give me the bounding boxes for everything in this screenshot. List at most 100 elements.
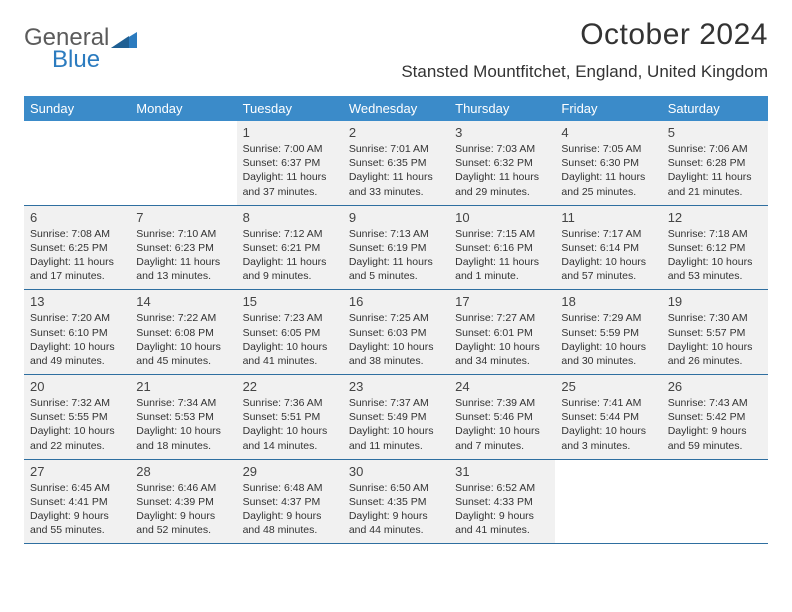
sunrise-text: Sunrise: 7:06 AM — [668, 142, 764, 156]
daylight-text: and 5 minutes. — [349, 269, 445, 283]
daylight-text: and 3 minutes. — [561, 439, 657, 453]
sunrise-text: Sunrise: 7:36 AM — [243, 396, 339, 410]
daylight-text: and 7 minutes. — [455, 439, 551, 453]
daylight-text: and 52 minutes. — [136, 523, 232, 537]
daylight-text: Daylight: 11 hours — [30, 255, 126, 269]
daylight-text: Daylight: 10 hours — [455, 340, 551, 354]
daylight-text: Daylight: 10 hours — [349, 340, 445, 354]
daylight-text: and 41 minutes. — [455, 523, 551, 537]
page-title: October 2024 — [580, 18, 768, 52]
daylight-text: and 57 minutes. — [561, 269, 657, 283]
dow-wednesday: Wednesday — [343, 96, 449, 121]
day-cell: 13Sunrise: 7:20 AMSunset: 6:10 PMDayligh… — [24, 290, 130, 374]
day-number: 16 — [349, 294, 445, 309]
day-number: 7 — [136, 210, 232, 225]
dow-sunday: Sunday — [24, 96, 130, 121]
day-cell: 19Sunrise: 7:30 AMSunset: 5:57 PMDayligh… — [662, 290, 768, 374]
daylight-text: and 45 minutes. — [136, 354, 232, 368]
dow-tuesday: Tuesday — [237, 96, 343, 121]
sunset-text: Sunset: 5:42 PM — [668, 410, 764, 424]
day-number: 23 — [349, 379, 445, 394]
daylight-text: and 38 minutes. — [349, 354, 445, 368]
week-row: 6Sunrise: 7:08 AMSunset: 6:25 PMDaylight… — [24, 206, 768, 291]
day-cell: 4Sunrise: 7:05 AMSunset: 6:30 PMDaylight… — [555, 121, 661, 205]
daylight-text: Daylight: 11 hours — [349, 170, 445, 184]
daylight-text: and 13 minutes. — [136, 269, 232, 283]
day-number: 2 — [349, 125, 445, 140]
daylight-text: and 9 minutes. — [243, 269, 339, 283]
daylight-text: Daylight: 10 hours — [136, 340, 232, 354]
week-row: 1Sunrise: 7:00 AMSunset: 6:37 PMDaylight… — [24, 121, 768, 206]
daylight-text: and 41 minutes. — [243, 354, 339, 368]
week-row: 13Sunrise: 7:20 AMSunset: 6:10 PMDayligh… — [24, 290, 768, 375]
sunset-text: Sunset: 6:32 PM — [455, 156, 551, 170]
daylight-text: Daylight: 9 hours — [668, 424, 764, 438]
daylight-text: and 22 minutes. — [30, 439, 126, 453]
dow-saturday: Saturday — [662, 96, 768, 121]
day-cell: 21Sunrise: 7:34 AMSunset: 5:53 PMDayligh… — [130, 375, 236, 459]
daylight-text: Daylight: 11 hours — [136, 255, 232, 269]
sunrise-text: Sunrise: 7:05 AM — [561, 142, 657, 156]
week-row: 20Sunrise: 7:32 AMSunset: 5:55 PMDayligh… — [24, 375, 768, 460]
sunrise-text: Sunrise: 7:15 AM — [455, 227, 551, 241]
day-cell: 8Sunrise: 7:12 AMSunset: 6:21 PMDaylight… — [237, 206, 343, 290]
daylight-text: Daylight: 10 hours — [668, 255, 764, 269]
day-cell: 30Sunrise: 6:50 AMSunset: 4:35 PMDayligh… — [343, 460, 449, 544]
day-cell: 11Sunrise: 7:17 AMSunset: 6:14 PMDayligh… — [555, 206, 661, 290]
empty-cell — [555, 460, 661, 544]
day-number: 18 — [561, 294, 657, 309]
day-number: 29 — [243, 464, 339, 479]
day-cell: 18Sunrise: 7:29 AMSunset: 5:59 PMDayligh… — [555, 290, 661, 374]
day-number: 27 — [30, 464, 126, 479]
day-number: 25 — [561, 379, 657, 394]
sunrise-text: Sunrise: 7:34 AM — [136, 396, 232, 410]
day-number: 30 — [349, 464, 445, 479]
day-cell: 10Sunrise: 7:15 AMSunset: 6:16 PMDayligh… — [449, 206, 555, 290]
sunset-text: Sunset: 6:37 PM — [243, 156, 339, 170]
sunset-text: Sunset: 6:01 PM — [455, 326, 551, 340]
day-number: 6 — [30, 210, 126, 225]
day-number: 22 — [243, 379, 339, 394]
day-number: 1 — [243, 125, 339, 140]
day-number: 28 — [136, 464, 232, 479]
sunset-text: Sunset: 6:28 PM — [668, 156, 764, 170]
sunrise-text: Sunrise: 6:50 AM — [349, 481, 445, 495]
dow-monday: Monday — [130, 96, 236, 121]
daylight-text: Daylight: 11 hours — [455, 170, 551, 184]
day-number: 3 — [455, 125, 551, 140]
daylight-text: Daylight: 10 hours — [243, 340, 339, 354]
daylight-text: Daylight: 10 hours — [30, 340, 126, 354]
daylight-text: and 59 minutes. — [668, 439, 764, 453]
sunrise-text: Sunrise: 7:10 AM — [136, 227, 232, 241]
sunset-text: Sunset: 5:59 PM — [561, 326, 657, 340]
sunset-text: Sunset: 5:49 PM — [349, 410, 445, 424]
sunset-text: Sunset: 6:21 PM — [243, 241, 339, 255]
daylight-text: and 30 minutes. — [561, 354, 657, 368]
daylight-text: Daylight: 10 hours — [561, 340, 657, 354]
daylight-text: and 37 minutes. — [243, 185, 339, 199]
daylight-text: Daylight: 10 hours — [30, 424, 126, 438]
sunset-text: Sunset: 6:16 PM — [455, 241, 551, 255]
brand-logo: General Blue — [24, 24, 137, 74]
sunset-text: Sunset: 4:41 PM — [30, 495, 126, 509]
sunrise-text: Sunrise: 7:20 AM — [30, 311, 126, 325]
daylight-text: Daylight: 10 hours — [349, 424, 445, 438]
sunrise-text: Sunrise: 7:30 AM — [668, 311, 764, 325]
day-cell: 6Sunrise: 7:08 AMSunset: 6:25 PMDaylight… — [24, 206, 130, 290]
daylight-text: and 55 minutes. — [30, 523, 126, 537]
daylight-text: and 11 minutes. — [349, 439, 445, 453]
sunrise-text: Sunrise: 6:45 AM — [30, 481, 126, 495]
sunrise-text: Sunrise: 6:48 AM — [243, 481, 339, 495]
daylight-text: and 21 minutes. — [668, 185, 764, 199]
sunset-text: Sunset: 6:23 PM — [136, 241, 232, 255]
day-cell: 31Sunrise: 6:52 AMSunset: 4:33 PMDayligh… — [449, 460, 555, 544]
sunrise-text: Sunrise: 7:41 AM — [561, 396, 657, 410]
daylight-text: and 26 minutes. — [668, 354, 764, 368]
sunrise-text: Sunrise: 6:52 AM — [455, 481, 551, 495]
daylight-text: Daylight: 10 hours — [668, 340, 764, 354]
calendar-body: 1Sunrise: 7:00 AMSunset: 6:37 PMDaylight… — [24, 121, 768, 544]
sunset-text: Sunset: 5:55 PM — [30, 410, 126, 424]
header: General Blue October 2024 Stansted Mount… — [24, 18, 768, 90]
sunset-text: Sunset: 6:05 PM — [243, 326, 339, 340]
sunset-text: Sunset: 6:30 PM — [561, 156, 657, 170]
